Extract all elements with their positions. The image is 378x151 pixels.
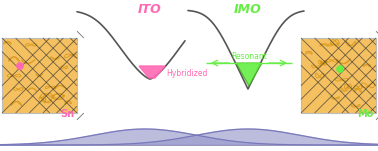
Text: Sn: Sn — [60, 109, 74, 119]
Circle shape — [336, 66, 344, 72]
Bar — [301, 38, 376, 113]
Polygon shape — [236, 63, 262, 86]
Polygon shape — [139, 66, 165, 78]
Text: IMO: IMO — [234, 3, 262, 16]
Text: Hybridized: Hybridized — [166, 69, 208, 78]
Text: ITO: ITO — [138, 3, 162, 16]
Circle shape — [17, 63, 23, 69]
Text: Resonant: Resonant — [231, 52, 267, 61]
Text: Mo: Mo — [357, 109, 373, 119]
Bar — [2, 38, 77, 113]
